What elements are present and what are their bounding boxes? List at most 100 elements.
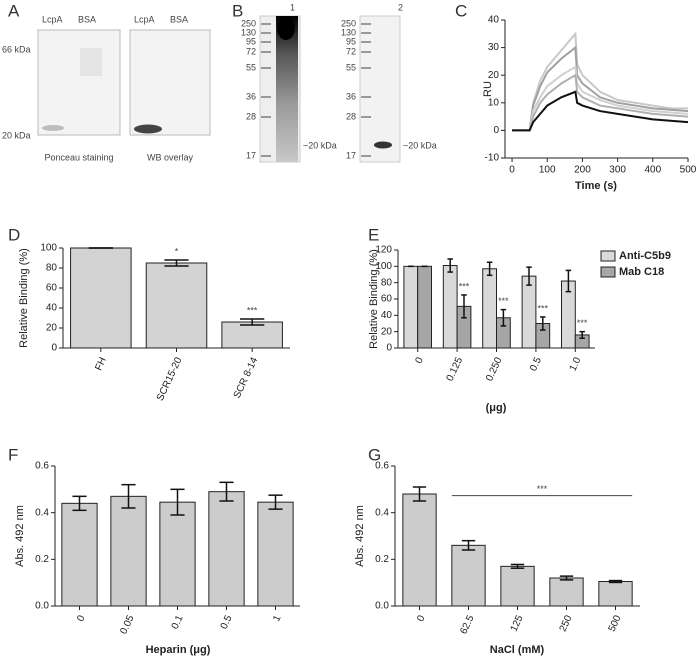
lane-label: LcpA <box>42 14 63 24</box>
x-tick-label: 0 <box>415 613 428 623</box>
y-tick-label: 20 <box>381 326 393 337</box>
x-axis-title: NaCl (mM) <box>490 644 545 656</box>
marker-label: 250 <box>241 18 256 28</box>
y-tick-label: 60 <box>46 283 58 294</box>
x-tick-label: 500 <box>680 165 696 176</box>
bar <box>417 265 432 349</box>
marker-label: 250 <box>341 18 356 28</box>
lane-label: BSA <box>170 14 188 24</box>
y-tick-label: 0.6 <box>35 461 49 472</box>
y-tick-label: 30 <box>488 42 500 53</box>
marker-label: 95 <box>246 36 256 46</box>
significance: *** <box>498 296 509 306</box>
band-label: ~20 kDa <box>303 140 337 150</box>
x-tick-label: 500 <box>607 613 624 633</box>
panel-letter: F <box>8 445 18 464</box>
marker-label: 36 <box>246 91 256 101</box>
bar <box>598 581 633 607</box>
y-tick-label: 100 <box>40 243 57 254</box>
y-axis-title: Relative Binding (%) <box>18 248 30 348</box>
y-tick-label: 40 <box>381 310 393 321</box>
x-tick-label: 0 <box>75 613 88 623</box>
x-tick-label: 62.5 <box>458 613 476 636</box>
x-tick-label: 1.0 <box>568 355 584 373</box>
gel-band <box>42 125 64 131</box>
marker-label: 95 <box>346 36 356 46</box>
x-tick-label: 0.5 <box>528 355 544 373</box>
panel-letter: E <box>368 225 379 244</box>
blot-label: 1 <box>290 2 295 12</box>
marker-label: 55 <box>246 62 256 72</box>
y-axis-title: RU <box>482 81 494 97</box>
x-tick-label: 250 <box>558 613 575 633</box>
y-tick-label: 100 <box>375 261 392 272</box>
panel-letter: B <box>232 1 243 20</box>
bar <box>257 501 294 607</box>
y-tick-label: 0.0 <box>35 601 49 612</box>
x-tick-label: SCR 8-14 <box>232 355 261 400</box>
marker-label: 72 <box>246 46 256 56</box>
legend-label: Mab C18 <box>619 266 664 278</box>
y-tick-label: 40 <box>488 15 500 26</box>
x-tick-label: 200 <box>574 165 591 176</box>
x-tick-label: SCR15-20 <box>155 355 185 402</box>
caption: Ponceau staining <box>44 152 113 162</box>
bar <box>402 493 437 607</box>
y-tick-label: 20 <box>488 70 500 81</box>
marker-label: 17 <box>246 150 256 160</box>
marker-label: 130 <box>341 27 356 37</box>
x-tick-label: FH <box>93 356 109 373</box>
marker-label: 28 <box>246 111 256 121</box>
y-tick-label: 120 <box>375 245 392 256</box>
bar <box>70 247 132 349</box>
panel-letter: G <box>368 445 381 464</box>
y-tick-label: 0.4 <box>35 507 49 518</box>
y-tick-label: 40 <box>46 303 58 314</box>
blot-band <box>374 141 392 149</box>
x-tick-label: 0.1 <box>170 613 186 631</box>
x-tick-label: 300 <box>609 165 626 176</box>
curve <box>512 73 689 132</box>
x-tick-label: 1 <box>271 613 284 623</box>
bar <box>110 495 147 607</box>
gel-bands <box>80 48 102 76</box>
bar <box>500 565 535 607</box>
significance: *** <box>247 305 258 315</box>
blot-label: 2 <box>398 2 403 12</box>
bar <box>521 275 537 349</box>
x-tick-label: 0.5 <box>219 613 235 631</box>
significance: *** <box>538 303 549 313</box>
y-tick-label: 0.2 <box>375 554 389 565</box>
x-tick-label: 100 <box>539 165 556 176</box>
x-tick-label: 0 <box>413 355 426 365</box>
gel-band <box>134 124 162 134</box>
y-tick-label: 0.2 <box>35 554 49 565</box>
panel-letter: A <box>8 1 20 20</box>
curve <box>512 45 689 132</box>
bar <box>442 265 458 349</box>
y-tick-label: 60 <box>381 294 393 305</box>
lane-label: BSA <box>78 14 96 24</box>
y-tick-label: 0.0 <box>375 601 389 612</box>
y-tick-label: 20 <box>46 323 58 334</box>
x-tick-label: 0.250 <box>484 355 505 383</box>
y-tick-label: 80 <box>381 277 393 288</box>
y-tick-label: 10 <box>488 97 500 108</box>
y-axis-title: Abs. 492 nm <box>14 505 26 567</box>
lane-label: LcpA <box>134 14 155 24</box>
y-tick-label: 0 <box>386 343 392 354</box>
bar <box>482 268 497 349</box>
bar <box>145 262 208 349</box>
y-axis-title: Relative Binding (%) <box>368 249 380 349</box>
blot <box>359 15 401 163</box>
x-tick-label: 0.125 <box>445 355 466 383</box>
y-axis-title: Abs. 492 nm <box>354 505 366 567</box>
marker-label: 36 <box>346 91 356 101</box>
marker-label: 66 kDa <box>2 44 31 54</box>
significance: * <box>175 246 179 256</box>
significance: *** <box>459 281 470 291</box>
marker-label: 17 <box>346 150 356 160</box>
panel-letter: C <box>455 1 467 20</box>
